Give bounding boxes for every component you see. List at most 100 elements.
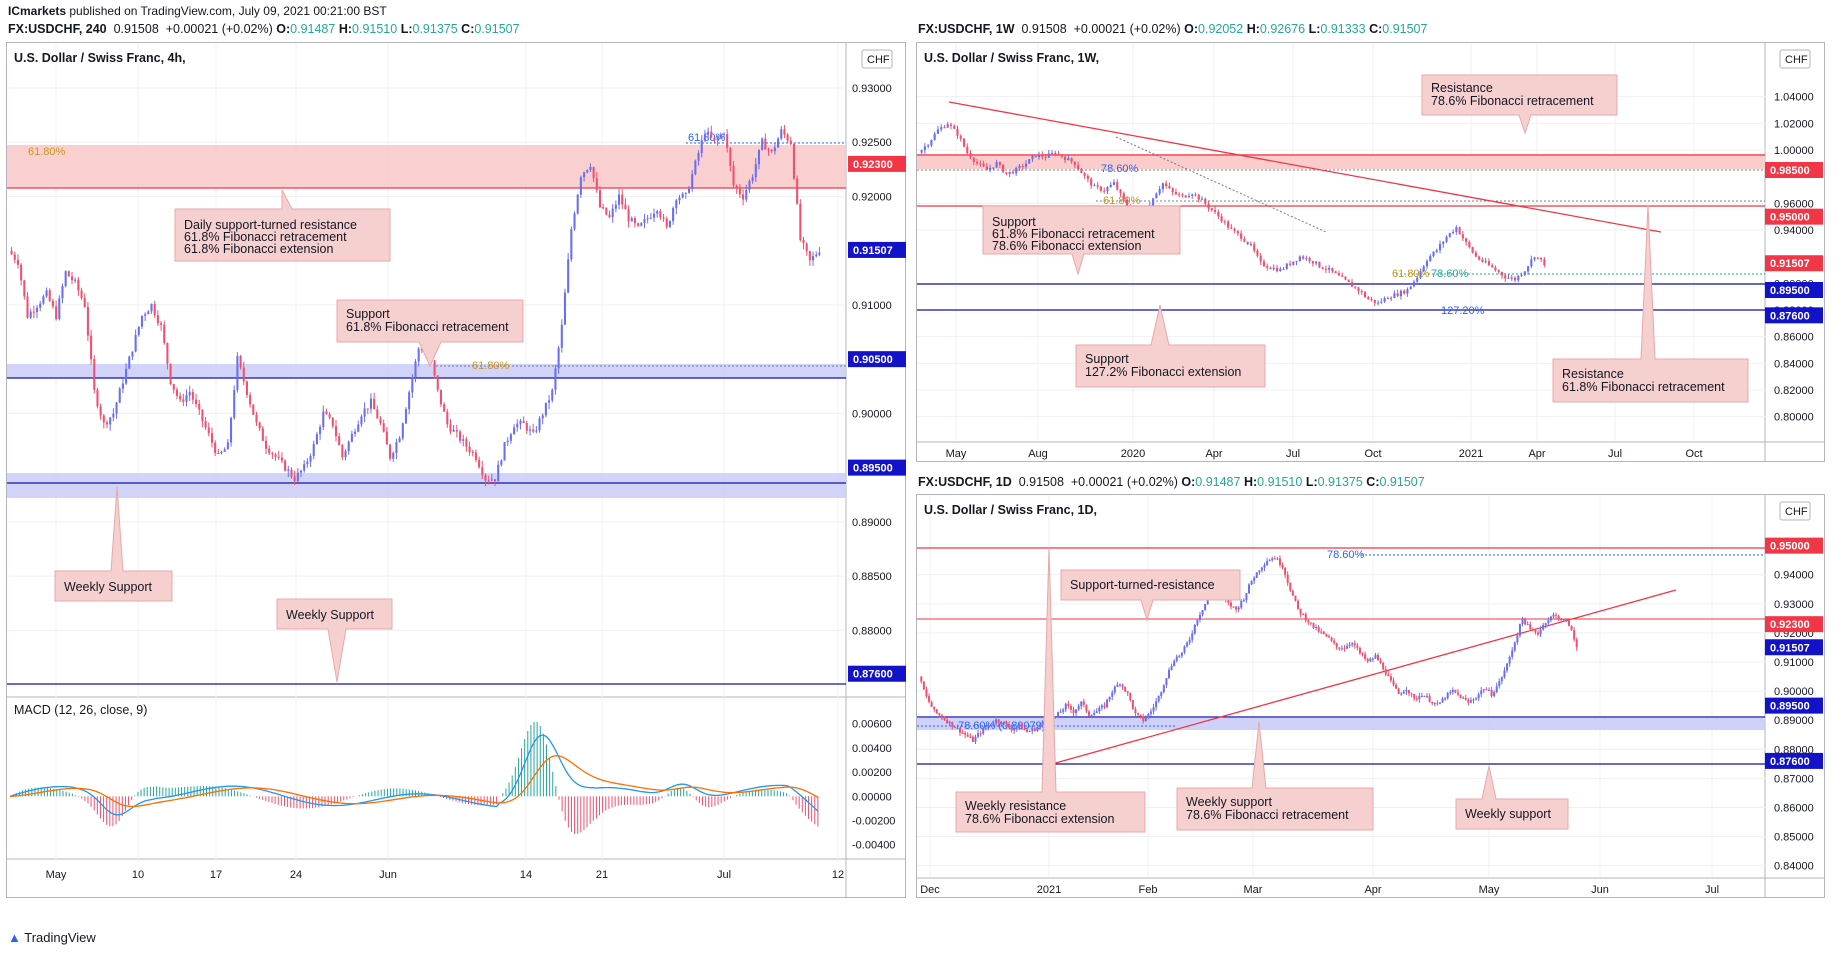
candle-body — [624, 204, 627, 210]
candle-body — [70, 276, 74, 281]
candle-body — [732, 166, 735, 186]
callout: Resistance 78.6% Fibonacci retracement — [1421, 74, 1618, 135]
chart-4h[interactable]: 61.80% 61.80% 61.80% Daily support-turne… — [6, 42, 906, 898]
candle-body — [1366, 658, 1369, 662]
candle-body — [1351, 643, 1354, 645]
candle-body — [1077, 165, 1080, 169]
candle-body — [1573, 630, 1576, 640]
price-badge — [1765, 208, 1823, 225]
candle-body — [376, 409, 379, 419]
candle-body — [576, 194, 579, 214]
candle-body — [392, 452, 395, 459]
candle-body — [210, 433, 213, 443]
candle-body — [1537, 632, 1540, 635]
price-badge-label: 0.89500 — [1770, 701, 1810, 713]
candle-body — [446, 411, 449, 425]
candle-body — [1531, 629, 1534, 631]
candle-body — [468, 446, 471, 453]
candle-body — [959, 135, 962, 139]
candle-body — [1294, 595, 1297, 601]
candle-body — [1364, 654, 1367, 659]
candle-body — [299, 470, 303, 473]
candle-body — [474, 452, 477, 460]
candle-body — [147, 311, 150, 315]
candle-body — [1272, 267, 1275, 270]
candle-body — [1106, 699, 1109, 708]
price-badge — [848, 241, 906, 258]
candle-body — [1555, 614, 1558, 616]
candle-body — [1112, 182, 1116, 185]
candle-body — [1178, 194, 1181, 196]
candle-body — [226, 442, 229, 450]
candle-body — [1504, 275, 1507, 279]
candle-body — [977, 733, 980, 737]
candle-body — [334, 426, 338, 437]
candle-body — [1327, 636, 1330, 638]
candle-body — [1139, 714, 1142, 717]
price-badge — [1765, 697, 1823, 714]
price-tick-label: 0.84000 — [1774, 861, 1814, 873]
candle-body — [1533, 257, 1536, 260]
candle-body — [678, 197, 681, 201]
fib-label: 127.20% — [1441, 305, 1485, 317]
candle-body — [773, 147, 776, 152]
candle-body — [233, 390, 236, 418]
candle-body — [1495, 686, 1498, 693]
candle-body — [1407, 690, 1410, 694]
candle-body — [742, 194, 745, 200]
candle-body — [385, 431, 388, 445]
macd-line — [9, 734, 819, 816]
candle-body — [703, 134, 706, 141]
candle-body — [1077, 706, 1080, 710]
candle-body — [777, 138, 780, 148]
candle-body — [144, 314, 147, 316]
svg-text:Weekly support: Weekly support — [1186, 795, 1272, 809]
candle-body — [1269, 267, 1272, 270]
candle-body — [1307, 620, 1310, 623]
candle-body — [1253, 577, 1256, 581]
candle-body — [1161, 183, 1164, 190]
candle-body — [1181, 194, 1184, 196]
macd-tick-label: 0.00600 — [852, 719, 892, 731]
candle-body — [621, 194, 624, 205]
candle-body — [1193, 624, 1196, 634]
chart-1d[interactable]: 78.60% 78.60% (0.89079) Weekly resistanc… — [916, 494, 1825, 898]
candle-body — [920, 150, 923, 153]
candle-body — [1420, 695, 1423, 697]
candle-body — [949, 124, 953, 126]
candle-body — [818, 252, 821, 255]
svg-text:61.8% Fibonacci retracement: 61.8% Fibonacci retracement — [992, 227, 1155, 241]
candle-body — [1324, 268, 1327, 270]
resistance-zone — [917, 154, 1765, 169]
candle-body — [938, 713, 941, 716]
price-badge — [1765, 282, 1823, 298]
candle-body — [484, 475, 487, 481]
macd-axis: 0.00600 0.00400 0.00200 0.00000 -0.00200 -0.0… — [852, 719, 895, 852]
candle-body — [1093, 712, 1096, 716]
candle-body — [1067, 157, 1070, 161]
candle-body — [1373, 299, 1376, 304]
candle-body — [1134, 708, 1137, 714]
candle-body — [1275, 267, 1279, 272]
candle-body — [930, 701, 933, 707]
price-tick-label: 0.84000 — [1774, 358, 1814, 370]
chart-title: U.S. Dollar / Swiss Franc, 1W, — [924, 51, 1099, 65]
currency-label: CHF — [1785, 506, 1808, 518]
tradingview-logo[interactable]: ▲ TradingView — [8, 930, 96, 945]
candle-body — [1155, 193, 1158, 199]
candle-body — [77, 279, 80, 291]
candle-body — [1227, 221, 1230, 228]
candle-body — [458, 431, 462, 441]
price-tick-label: 0.91000 — [1774, 657, 1814, 669]
candle-body — [729, 147, 732, 167]
candle-body — [163, 324, 166, 344]
chart-1w[interactable]: 78.60% 61.80% 61.80% 78.60% 127.20% Resi… — [916, 42, 1825, 462]
candle-body — [1369, 658, 1372, 662]
candle-body — [1295, 260, 1298, 262]
candle-body — [188, 392, 191, 396]
candle-body — [1508, 656, 1511, 664]
candle-body — [125, 368, 128, 384]
candle-body — [922, 681, 925, 690]
candle-body — [443, 404, 446, 412]
candle-body — [964, 732, 967, 735]
